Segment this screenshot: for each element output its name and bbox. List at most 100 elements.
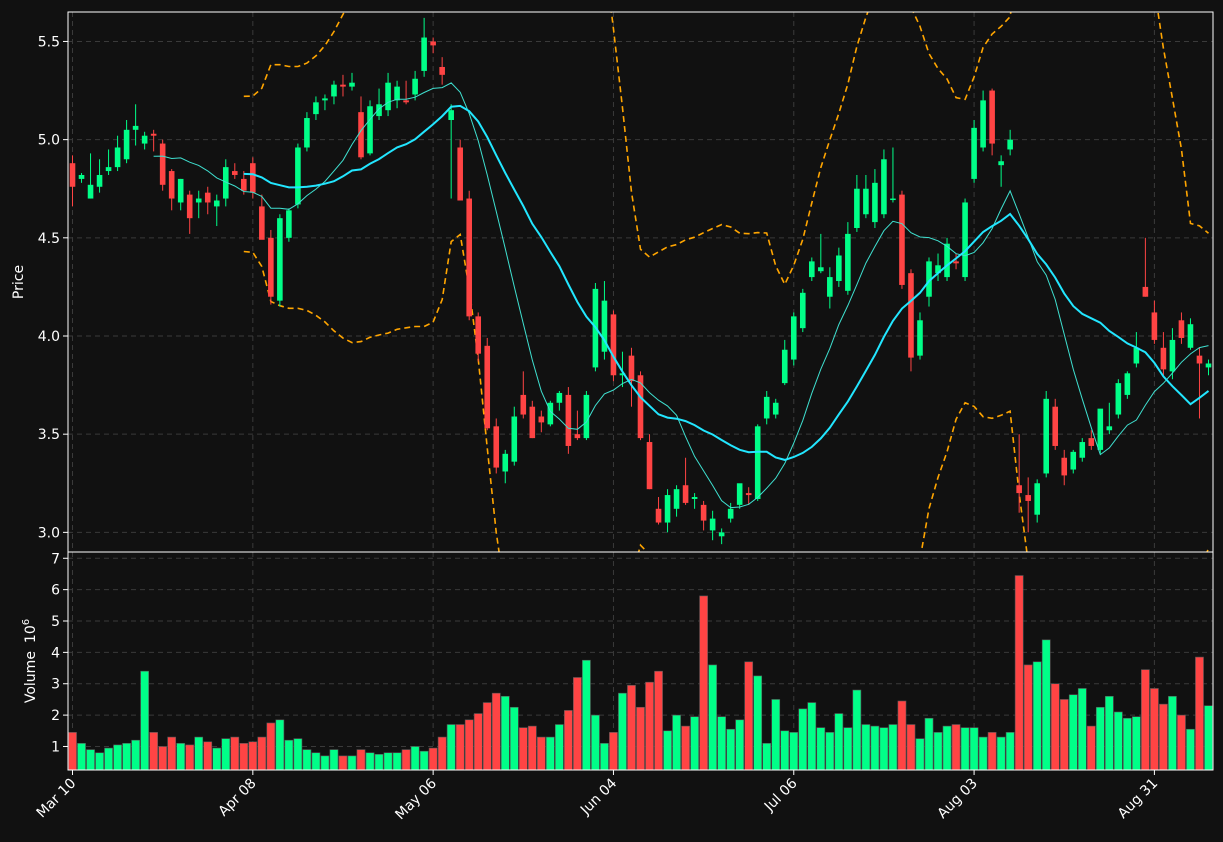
volume-bar: [816, 727, 826, 770]
price-axis-label: Price: [11, 265, 27, 299]
candle-body: [610, 314, 617, 376]
candle-body: [195, 198, 202, 203]
candle-body: [484, 345, 491, 429]
candle-body: [691, 497, 698, 499]
candle-body: [818, 267, 824, 272]
volume-bar: [1032, 661, 1042, 770]
volume-bar: [1150, 688, 1159, 770]
candle-body: [1052, 406, 1059, 446]
volume-bar: [149, 732, 159, 770]
candle-body: [1043, 398, 1050, 474]
volume-bar: [870, 725, 880, 770]
bollinger-lower: [243, 233, 1210, 552]
volume-bar: [960, 727, 970, 770]
volume-bar: [1095, 706, 1105, 770]
volume-bar: [591, 714, 600, 770]
volume-bar: [744, 661, 754, 770]
candle-body: [1007, 139, 1013, 150]
volume-bar: [509, 706, 519, 770]
volume-bar: [735, 719, 745, 770]
volume-bar: [1186, 728, 1195, 770]
candle-body: [836, 255, 842, 282]
volume-y-tick-label: 7: [51, 551, 60, 567]
volume-bar: [1113, 711, 1123, 770]
candle-body: [926, 261, 932, 297]
candle-body: [781, 349, 788, 384]
candle-body: [854, 188, 860, 228]
volume-axis-label: Volume 106: [21, 619, 39, 703]
volume-bar: [500, 695, 510, 770]
candle-body: [1142, 286, 1149, 297]
candle-body: [529, 406, 536, 439]
candle-body: [313, 102, 319, 115]
candle-body: [385, 82, 391, 111]
candle-body: [799, 292, 806, 329]
moving-averages: [153, 82, 1210, 509]
candle-body: [863, 188, 869, 215]
volume-bar: [95, 752, 104, 770]
candle-body: [583, 394, 590, 439]
candle-body: [899, 194, 905, 285]
price-y-tick-label: 5.5: [38, 34, 60, 50]
candle-body: [1205, 363, 1212, 368]
volume-bar: [194, 736, 204, 770]
volume-bar: [1104, 695, 1114, 770]
volume-bar: [843, 727, 853, 770]
candle-body: [466, 198, 472, 317]
candle-body: [403, 100, 409, 103]
candle-body: [286, 210, 292, 238]
candle-body: [376, 104, 382, 117]
candle-body: [457, 147, 463, 201]
candle-body: [1124, 373, 1131, 395]
volume-bar: [726, 728, 736, 770]
candle-body: [105, 167, 112, 172]
candle-body: [1070, 451, 1077, 470]
volume-bar: [446, 724, 456, 770]
candle-body: [448, 110, 454, 120]
volume-bar: [473, 713, 483, 770]
candle-body: [790, 316, 797, 360]
candle-body: [241, 178, 247, 191]
candle-body: [700, 504, 707, 521]
candle-body: [565, 394, 572, 446]
candle-body: [971, 127, 977, 179]
candle-body: [204, 192, 211, 203]
candle-body: [745, 493, 752, 496]
volume-bar: [1168, 695, 1177, 770]
candle-body: [213, 200, 220, 207]
volume-bar: [1122, 717, 1132, 770]
volume-bar: [185, 744, 195, 770]
candle-body: [231, 171, 238, 175]
volume-bar: [996, 736, 1006, 770]
volume-bar: [771, 699, 781, 770]
volume-bar: [464, 719, 474, 770]
volume-bar: [347, 755, 357, 770]
candle-body: [547, 402, 554, 425]
volume-bar: [545, 736, 555, 770]
volume-bar: [753, 675, 763, 770]
candle-body: [1106, 426, 1113, 431]
candle-body: [908, 273, 914, 358]
candle-body: [421, 37, 427, 71]
candle-body: [827, 277, 833, 297]
volume-bar: [798, 708, 808, 770]
volume-bar: [1023, 664, 1033, 770]
candle-body: [736, 483, 743, 505]
candle-body: [619, 373, 626, 376]
volume-bar: [888, 724, 898, 770]
volume-bar: [1086, 725, 1096, 770]
volume-bar: [807, 702, 817, 770]
candle-body: [1169, 339, 1176, 372]
volume-y-tick-label: 1: [51, 739, 60, 755]
volume-bar: [374, 754, 384, 770]
volume-bar: [555, 724, 564, 770]
candle-body: [430, 41, 436, 46]
candle-body: [664, 495, 671, 523]
volume-bar: [419, 750, 429, 770]
candle-body: [989, 90, 995, 144]
volume-bar: [284, 739, 294, 770]
volume-bar: [257, 736, 267, 770]
candle-body: [502, 453, 509, 472]
candle-body: [250, 163, 256, 193]
